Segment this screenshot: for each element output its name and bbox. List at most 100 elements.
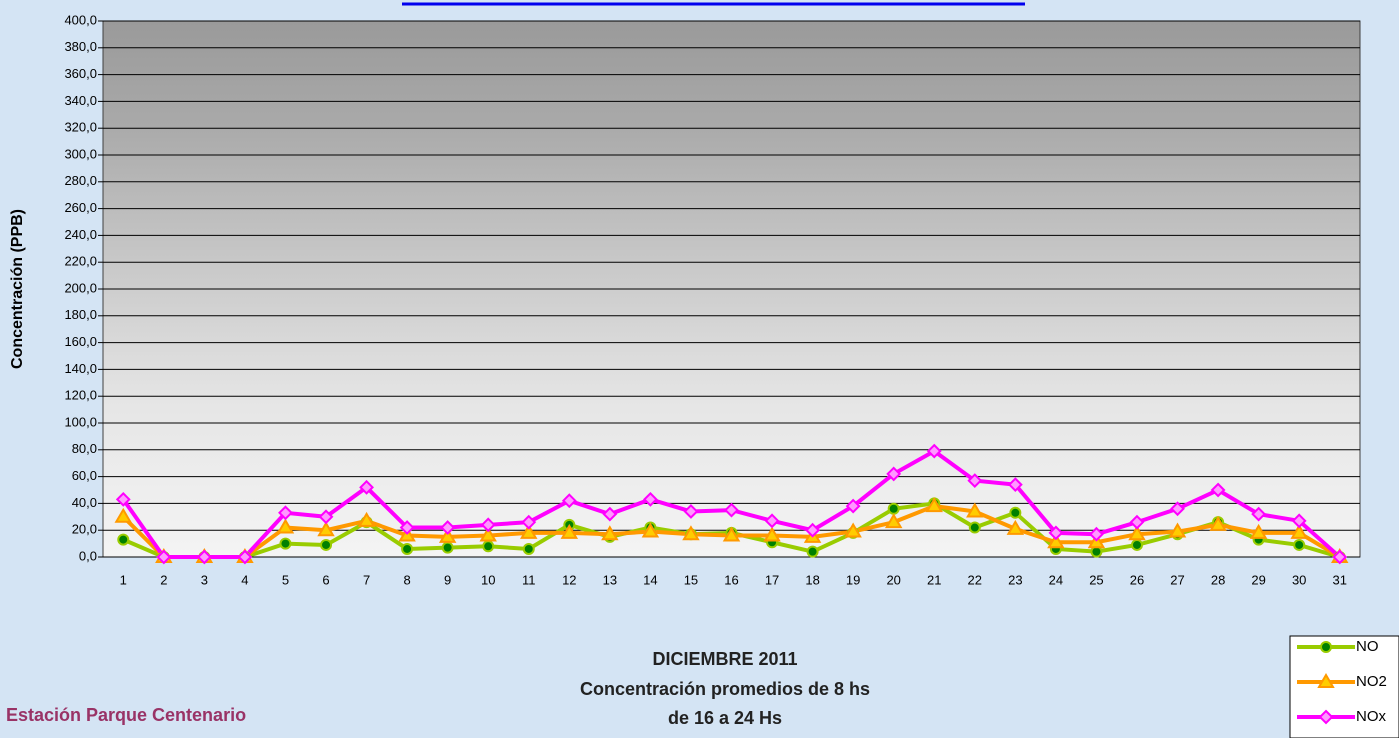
data-point xyxy=(359,479,374,495)
data-point xyxy=(320,538,333,551)
y-tick-label: 0,0 xyxy=(79,548,97,563)
x-tick-label: 14 xyxy=(643,572,657,587)
data-point xyxy=(1293,538,1306,551)
x-tick-label: 19 xyxy=(846,572,860,587)
legend-marker xyxy=(1320,641,1332,653)
data-point xyxy=(357,511,376,527)
data-point xyxy=(520,523,538,539)
data-point xyxy=(279,537,292,550)
legend-marker xyxy=(1317,673,1335,688)
y-tick-label: 80,0 xyxy=(72,441,97,456)
x-tick-label: 1 xyxy=(120,572,127,587)
x-tick-label: 30 xyxy=(1292,572,1306,587)
x-tick-label: 17 xyxy=(765,572,779,587)
x-tick-label: 23 xyxy=(1008,572,1022,587)
x-tick-label: 10 xyxy=(481,572,495,587)
data-point xyxy=(237,549,253,565)
data-point xyxy=(967,473,983,489)
data-point xyxy=(114,507,133,523)
data-point xyxy=(317,521,335,537)
x-tick-label: 29 xyxy=(1251,572,1265,587)
x-tick-label: 16 xyxy=(724,572,738,587)
data-point xyxy=(1128,525,1146,541)
y-tick-label: 140,0 xyxy=(64,361,97,376)
data-point xyxy=(1249,523,1268,539)
data-point xyxy=(1170,501,1185,517)
data-point xyxy=(1332,549,1348,565)
data-point xyxy=(1209,515,1227,531)
y-tick-label: 360,0 xyxy=(64,66,97,81)
x-tick-label: 9 xyxy=(444,572,451,587)
data-point xyxy=(805,522,821,538)
data-point xyxy=(276,518,295,534)
data-point xyxy=(601,525,619,541)
y-tick-label: 200,0 xyxy=(64,280,97,295)
data-point xyxy=(602,506,618,522)
chart-subtitle: Concentración promedios de 8 hs xyxy=(580,679,870,699)
data-point xyxy=(318,509,334,525)
data-point xyxy=(966,502,984,518)
station-label: Estación Parque Centenario xyxy=(6,705,246,725)
data-point xyxy=(1251,506,1267,522)
data-point xyxy=(1290,523,1308,539)
legend-label: NO xyxy=(1356,638,1379,655)
data-point xyxy=(1048,525,1064,541)
data-point xyxy=(763,526,781,542)
x-tick-label: 27 xyxy=(1170,572,1184,587)
data-point xyxy=(926,443,942,459)
data-point xyxy=(1210,482,1226,498)
data-point xyxy=(1291,513,1307,529)
data-point xyxy=(440,520,456,535)
data-point xyxy=(845,498,861,514)
data-point xyxy=(438,527,457,543)
y-axis-title: Concentración (PPB) xyxy=(9,209,26,369)
x-tick-label: 4 xyxy=(241,572,248,587)
data-point xyxy=(1006,519,1025,535)
y-tick-label: 180,0 xyxy=(64,307,97,322)
x-tick-label: 24 xyxy=(1049,572,1063,587)
y-tick-label: 340,0 xyxy=(64,93,97,108)
legend-label: NO2 xyxy=(1356,673,1387,690)
data-point xyxy=(1168,522,1187,538)
data-point xyxy=(682,525,700,541)
data-point xyxy=(1047,533,1065,549)
legend-label: NOx xyxy=(1356,708,1387,725)
x-tick-label: 5 xyxy=(282,572,289,587)
x-tick-label: 11 xyxy=(522,572,536,587)
data-point xyxy=(399,520,415,535)
x-tick-label: 18 xyxy=(805,572,819,587)
data-point xyxy=(884,513,903,529)
y-tick-label: 380,0 xyxy=(64,39,97,54)
x-tick-label: 20 xyxy=(886,572,900,587)
data-point xyxy=(560,523,579,539)
x-tick-label: 22 xyxy=(968,572,982,587)
y-tick-label: 400,0 xyxy=(64,12,97,27)
x-tick-label: 3 xyxy=(201,572,208,587)
data-point xyxy=(521,514,537,530)
data-point xyxy=(886,466,902,482)
x-tick-label: 6 xyxy=(322,572,329,587)
data-point xyxy=(1129,514,1145,530)
data-point xyxy=(887,502,900,515)
y-tick-label: 160,0 xyxy=(64,334,97,349)
data-point xyxy=(522,542,535,555)
data-point xyxy=(441,541,454,554)
y-tick-label: 120,0 xyxy=(64,388,97,403)
x-tick-label: 26 xyxy=(1130,572,1144,587)
x-tick-label: 28 xyxy=(1211,572,1225,587)
data-point xyxy=(278,505,293,521)
y-tick-label: 260,0 xyxy=(64,200,97,215)
legend-marker xyxy=(1318,709,1334,725)
data-point xyxy=(844,522,862,538)
data-point xyxy=(925,497,943,513)
y-tick-label: 320,0 xyxy=(64,120,97,135)
data-point xyxy=(561,493,577,509)
y-tick-label: 220,0 xyxy=(64,254,97,269)
data-point xyxy=(724,502,739,518)
y-tick-label: 280,0 xyxy=(64,173,97,188)
y-tick-label: 300,0 xyxy=(64,146,97,161)
data-point xyxy=(482,540,495,553)
data-point xyxy=(1130,538,1143,551)
data-point xyxy=(1089,526,1104,542)
data-point xyxy=(480,517,496,533)
